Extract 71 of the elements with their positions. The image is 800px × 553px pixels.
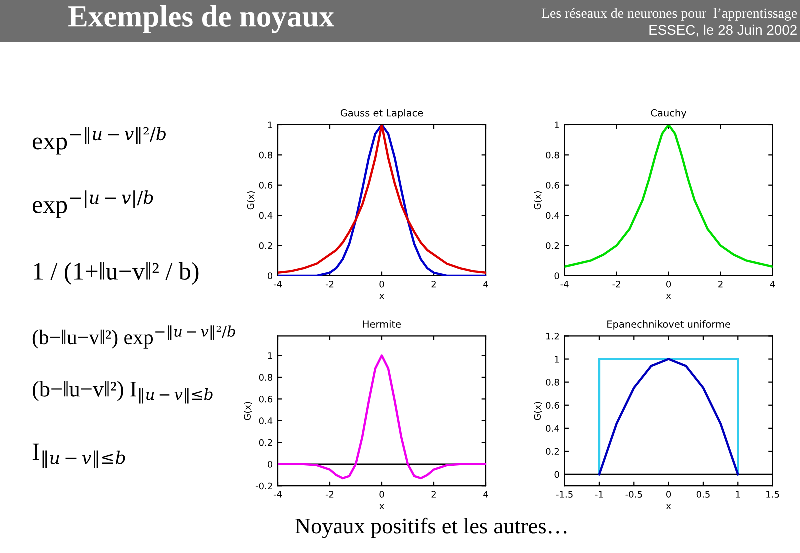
y-tick-label: 1 [268,122,272,128]
y-tick-label: 0.8 [546,379,560,386]
y-tick-label: 0.6 [546,182,560,189]
x-tick-label: 4 [484,491,488,498]
y-tick-label: 1 [555,122,560,128]
text: Les réseaux de neurones pour l’apprentissage [542,8,798,21]
y-tick-label: 0.2 [259,439,272,446]
x-tick-label: -2 [326,280,334,288]
x-axis-title: x [666,504,672,510]
y-tick-label: 0.8 [259,152,273,159]
y-tick-label: 1.2 [546,332,560,340]
x-tick-label: -1.5 [556,491,573,498]
x-tick-label: 4 [484,281,488,288]
y-tick-label: 0.4 [259,212,273,220]
text: (b−‖u−v‖²) I$_{‖u−v‖≤b}$ [32,381,213,404]
y-axis-title: G(x) [534,402,542,420]
text: exp$^{−|u−v|/b}$ [32,190,154,218]
text: Noyaux positifs et les autres… [296,518,567,538]
y-tick-label: 0.2 [546,448,560,456]
text: ESSEC, le 28 Juin 2002 [650,24,797,37]
chart-title: Hermite [363,320,402,328]
x-tick-label: 2 [432,491,436,498]
x-tick-label: -2 [612,280,620,288]
x-tick-label: 0 [666,280,672,288]
x-tick-label: -0.5 [626,491,642,498]
text: Exemples de noyaux [68,5,334,34]
y-tick-label: 0.6 [546,402,560,409]
x-tick-label: 1.5 [766,491,780,498]
x-axis-title: x [666,294,672,300]
text: (b−‖u−v‖²) exp$^{−‖u−v‖²/b}$ [32,326,236,349]
x-tick-label: 1 [736,491,740,498]
y-tick-label: 0 [554,272,560,280]
x-tick-label: 4 [770,281,776,288]
y-tick-label: 0.6 [259,182,273,189]
x-tick-label: 0 [380,491,384,498]
y-tick-label: 0.8 [546,152,560,159]
text: exp$^{−‖u−v‖²/b}$ [32,127,166,155]
x-tick-label: -1 [595,491,604,498]
x-tick-label: 0 [666,491,672,498]
y-tick-label: -0.2 [256,482,272,490]
text: 1 / (1+‖u−v‖² / b) [34,262,199,286]
y-axis-title: G(x) [534,192,542,210]
y-axis-title: G(x) [247,192,256,210]
x-tick-label: -2 [326,491,334,498]
chart-title: Gauss et Laplace [340,109,424,119]
y-tick-label: 1 [268,352,272,360]
x-tick-label: 2 [718,280,723,288]
x-tick-label: -4 [274,491,282,498]
line-series [278,354,486,480]
text: I$_{‖u−v‖≤b}$ [32,444,126,468]
chart-title: Epanechnikovet uniforme [608,320,730,330]
y-tick-label: 0 [268,461,273,468]
y-tick-label: 0.4 [546,212,560,220]
y-tick-label: 0.2 [546,242,560,250]
x-axis-title: x [380,504,384,510]
y-tick-label: 0.4 [259,418,273,424]
y-axis-title: G(x) [244,402,252,420]
x-tick-label: -4 [274,281,282,288]
y-tick-label: 1 [555,356,560,363]
x-tick-label: 0.5 [696,491,710,498]
chart-title: Cauchy [651,109,687,119]
y-tick-label: 0.4 [546,425,560,432]
x-tick-label: -4 [560,281,569,288]
y-tick-label: 0.8 [259,374,273,382]
y-tick-label: 0 [554,471,560,478]
y-tick-label: 0 [268,272,273,280]
x-axis-title: x [380,294,384,300]
y-tick-label: 0.2 [259,242,272,250]
x-tick-label: 2 [432,280,436,288]
x-tick-label: 0 [380,280,384,288]
y-tick-label: 0.6 [259,396,273,403]
